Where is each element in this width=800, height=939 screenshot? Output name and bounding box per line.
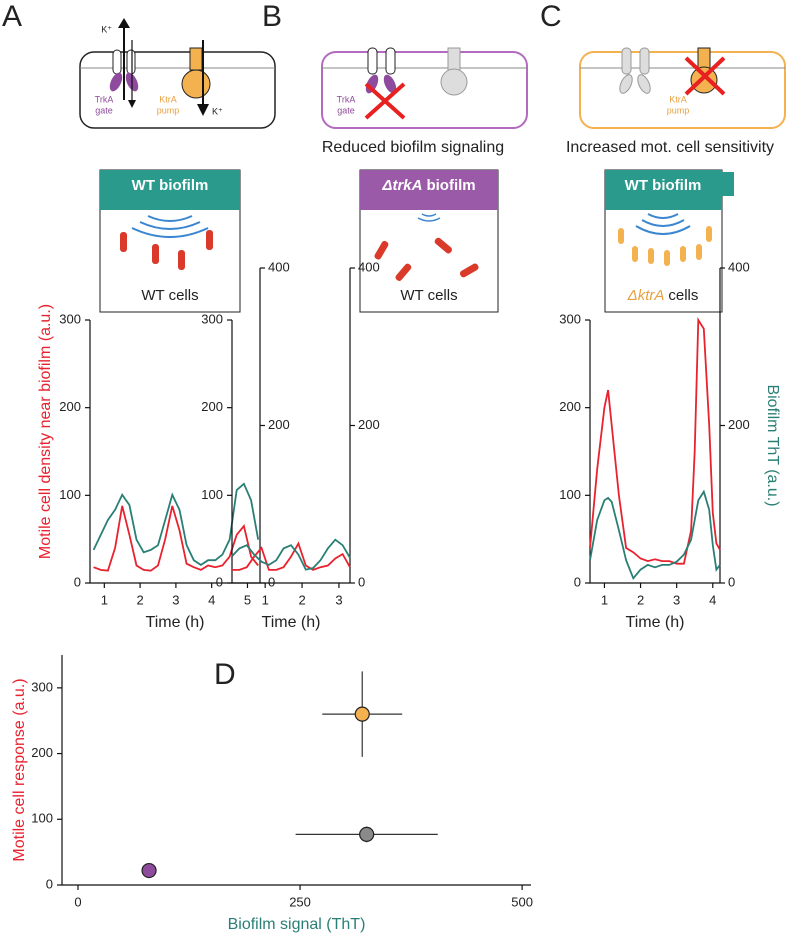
y2-tick-label: 400 bbox=[728, 259, 750, 274]
chamber-label: WT cells bbox=[141, 287, 198, 304]
schematic-b: TrkA gate bbox=[321, 47, 528, 129]
y-tick-label: 100 bbox=[59, 487, 81, 502]
pump-label: KtrA bbox=[669, 94, 687, 104]
x-axis-label: Time (h) bbox=[146, 614, 205, 631]
chamber-b bbox=[359, 169, 499, 313]
panel-letter: D bbox=[214, 658, 236, 691]
schematic-c: KtrA pump bbox=[579, 47, 786, 129]
axis-line bbox=[61, 655, 531, 886]
panel-letter: C bbox=[540, 0, 562, 33]
pump-label: pump bbox=[157, 105, 180, 115]
x-axis-label: Biofilm signal (ThT) bbox=[228, 916, 366, 933]
caption: Increased mot. cell sensitivity bbox=[566, 139, 774, 156]
axis-line bbox=[589, 320, 720, 584]
x-tick-label: 250 bbox=[289, 894, 311, 909]
x-tick-label: 4 bbox=[208, 592, 215, 607]
pump-label: pump bbox=[667, 105, 690, 115]
y-tick-label: 0 bbox=[74, 574, 81, 589]
x-axis-label: Time (h) bbox=[626, 614, 685, 631]
point bbox=[354, 706, 370, 722]
y-tick-label: 100 bbox=[31, 811, 53, 826]
series-line bbox=[589, 316, 721, 565]
gate-label: gate bbox=[337, 105, 355, 115]
y2-tick-label: 400 bbox=[358, 259, 380, 274]
x-tick-label: 2 bbox=[136, 592, 143, 607]
y-tick-label: 200 bbox=[59, 399, 81, 414]
y-tick-label: 300 bbox=[559, 311, 581, 326]
series-line bbox=[231, 538, 351, 571]
series-line bbox=[589, 489, 721, 581]
y-tick-label: 0 bbox=[216, 574, 223, 589]
x-tick-label: 1 bbox=[601, 592, 608, 607]
point bbox=[359, 826, 375, 843]
strain: ΔktrA bbox=[627, 287, 665, 304]
x-tick-label: 4 bbox=[709, 592, 716, 607]
word: cells bbox=[668, 287, 698, 304]
chamber-c bbox=[604, 169, 734, 313]
gate-label: TrkA bbox=[337, 94, 356, 104]
point bbox=[141, 862, 157, 879]
x-tick-label: 2 bbox=[298, 592, 305, 607]
y-tick-label: 0 bbox=[46, 876, 53, 891]
y-tick-label: 200 bbox=[559, 399, 581, 414]
y-tick-label: 0 bbox=[574, 574, 581, 589]
x-tick-label: 5 bbox=[244, 592, 251, 607]
chamber-label: WT biofilm bbox=[625, 177, 702, 194]
x-tick-label: 1 bbox=[101, 592, 108, 607]
y-tick-label: 300 bbox=[59, 311, 81, 326]
x-tick-label: 1 bbox=[262, 592, 269, 607]
chamber-label: WT cells bbox=[400, 287, 457, 304]
ion-label: K⁺ bbox=[101, 24, 112, 34]
x-tick-label: 3 bbox=[335, 592, 342, 607]
x-tick-label: 3 bbox=[673, 592, 680, 607]
pump-label: KtrA bbox=[159, 94, 177, 104]
y-tick-label: 300 bbox=[31, 679, 53, 694]
x-tick-label: 2 bbox=[637, 592, 644, 607]
y2-tick-label: 0 bbox=[268, 574, 275, 589]
chamber-label: ΔktrA cells bbox=[627, 287, 699, 304]
series-line bbox=[93, 505, 259, 572]
series-line bbox=[232, 541, 351, 571]
y-tick-label: 100 bbox=[201, 487, 223, 502]
chamber-a bbox=[99, 169, 241, 313]
x-tick-label: 3 bbox=[172, 592, 179, 607]
x-tick-label: 0 bbox=[74, 894, 81, 909]
panel-letter: A bbox=[2, 0, 22, 33]
gate-label: gate bbox=[95, 105, 113, 115]
gate-label: TrkA bbox=[95, 94, 114, 104]
caption: Reduced biofilm signaling bbox=[322, 139, 504, 156]
chamber-label: ΔtrkA biofilm bbox=[381, 177, 475, 194]
y2-tick-label: 200 bbox=[728, 417, 750, 432]
y2-tick-label: 0 bbox=[358, 574, 365, 589]
y2-axis-label: Biofilm ThT (a.u.) bbox=[764, 384, 781, 506]
y-tick-label: 200 bbox=[31, 745, 53, 760]
schematic-a: K⁺ K⁺ TrkA gate KtrA pump bbox=[79, 18, 276, 129]
y-tick-label: 200 bbox=[201, 399, 223, 414]
x-tick-label: 500 bbox=[511, 894, 533, 909]
strain: ΔtrkA bbox=[381, 177, 422, 194]
y-axis-label: Motile cell response (a.u.) bbox=[11, 678, 28, 861]
x-axis-label: Time (h) bbox=[262, 614, 321, 631]
y-axis-label: Motile cell density near biofilm (a.u.) bbox=[37, 304, 54, 559]
ion-label: K⁺ bbox=[212, 106, 223, 116]
y2-tick-label: 200 bbox=[358, 417, 380, 432]
chamber-label: WT biofilm bbox=[132, 177, 209, 194]
y-tick-label: 100 bbox=[559, 487, 581, 502]
y2-tick-label: 400 bbox=[268, 259, 290, 274]
word: biofilm bbox=[426, 177, 475, 194]
y2-tick-label: 0 bbox=[728, 574, 735, 589]
series-line bbox=[92, 482, 260, 566]
y-tick-label: 300 bbox=[201, 311, 223, 326]
panel-letter: B bbox=[262, 0, 282, 33]
y2-tick-label: 200 bbox=[268, 417, 290, 432]
